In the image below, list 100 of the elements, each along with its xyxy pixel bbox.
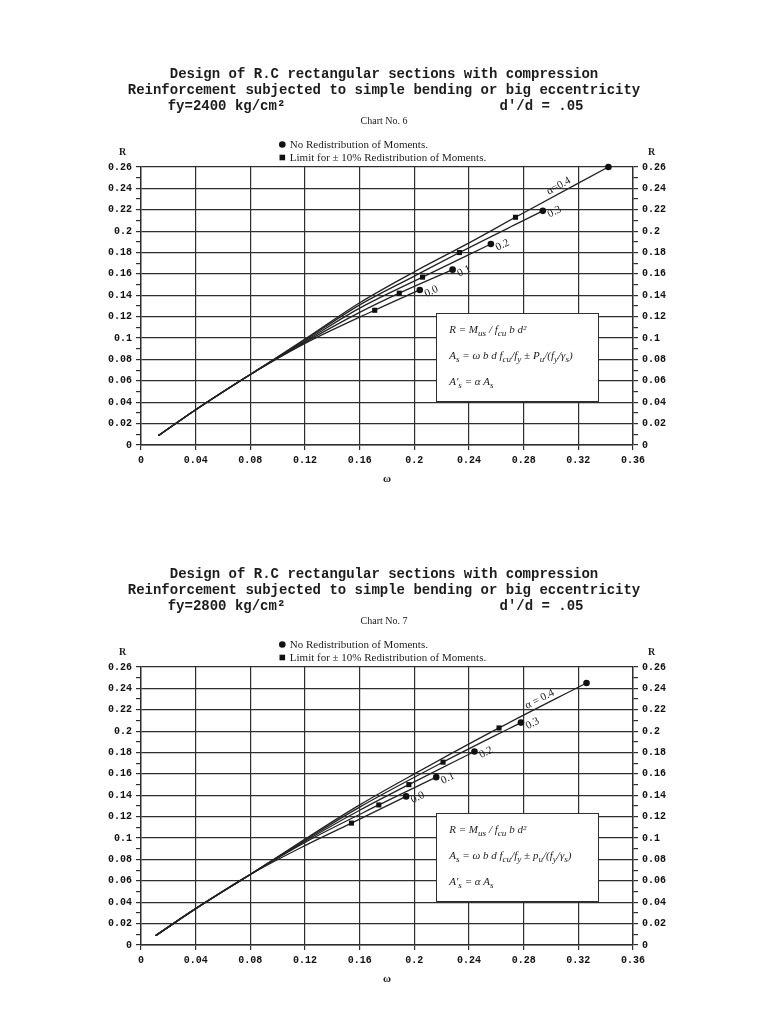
y-tick-label: 0 — [125, 439, 132, 451]
text: 0.3 — [545, 202, 564, 220]
x-tick-label: 0.36 — [620, 954, 645, 966]
legend-label: Limit for ± 10% Redistribution of Moments. — [289, 651, 487, 663]
y2-tick-label: 0.16 — [642, 768, 667, 780]
x-tick-label: 0.28 — [511, 954, 536, 966]
y2-tick-label: 0 — [642, 939, 649, 951]
x-tick-label: 0.24 — [456, 454, 482, 466]
x-tick-label: 0 — [138, 954, 145, 966]
y2-tick-label: 0.02 — [642, 918, 667, 930]
y-tick-label: 0.04 — [107, 896, 132, 908]
y2-tick-label: 0.2 — [642, 725, 661, 737]
y2-tick-label: 0.12 — [642, 811, 667, 823]
y-tick-label: 0.26 — [107, 661, 132, 673]
y2-tick-label: 0.16 — [642, 268, 667, 280]
y-tick-label: 0.12 — [107, 811, 132, 823]
y2-tick-label: 0.06 — [642, 875, 667, 887]
x-axis-title: ω — [382, 472, 392, 484]
y-tick-label: 0.24 — [107, 682, 132, 694]
y-tick-label: 0.16 — [107, 268, 132, 280]
y2-tick-label: 0.1 — [642, 332, 661, 344]
y-tick-label: 0.26 — [107, 161, 132, 173]
text: Chart No. 6 — [360, 115, 408, 126]
legend-label: Limit for ± 10% Redistribution of Moments. — [289, 151, 487, 163]
y2-tick-label: 0.12 — [642, 311, 667, 323]
y-tick-label: 0.22 — [107, 704, 132, 716]
x-axis-title: ω — [382, 972, 392, 984]
annotation: A′$_{s}$ = α A$_{s}$ — [449, 374, 495, 392]
text: 0.3 — [523, 713, 542, 732]
text: α = 0.4 — [522, 685, 557, 711]
y2-tick-label: 0.06 — [642, 375, 667, 387]
y-tick-label: 0.1 — [113, 332, 132, 344]
y-tick-label: 0.02 — [107, 918, 132, 930]
x-tick-label: 0.08 — [238, 454, 263, 466]
y-axis-title: R — [118, 146, 127, 157]
formula-box: R = M$_{us}$ / f$_{cu}$ b d² A$_{s}$ = ω b d f$_{cu}$/f$_{y}$ ± P$_{u}$/(f$_{y}$/γ$_{s}$) A′$_{s}$ = α A$_{s}$ — [436, 312, 599, 402]
y2-tick-label: 0.04 — [642, 396, 667, 408]
y2-tick-label: 0.14 — [642, 789, 667, 801]
y-tick-label: 0.18 — [107, 247, 132, 259]
y2-tick-label: 0.08 — [642, 853, 667, 865]
text: 0.0 — [408, 787, 427, 805]
text: Chart No. 7 — [360, 615, 408, 626]
y-tick-label: 0.08 — [107, 353, 132, 365]
x-tick-label: 0.04 — [183, 454, 208, 466]
y2-tick-label: 0.1 — [642, 832, 661, 844]
y-tick-label: 0.12 — [107, 311, 132, 323]
y2-tick-label: 0.2 — [642, 225, 661, 237]
y2-tick-label: 0.04 — [642, 896, 667, 908]
y2-tick-label: 0 — [642, 439, 649, 451]
y2-tick-label: 0.02 — [642, 418, 667, 430]
y-tick-label: 0.08 — [107, 853, 132, 865]
formula-box: R = M$_{us}$ / f$_{cu}$ b d² A$_{s}$ = ω b d f$_{cu}$/f$_{y}$ ± p$_{u}$/(f$_{y}$/γ$_{s}$) A′$_{s}$ = α A$_{s}$ — [436, 812, 599, 902]
y2-tick-label: 0.18 — [642, 247, 667, 259]
x-tick-label: 0.28 — [511, 454, 536, 466]
legend-label: No Redistribution of Moments. — [289, 638, 429, 650]
y2-tick-label: 0.22 — [642, 204, 667, 216]
y2-tick-label: 0.14 — [642, 289, 667, 301]
y-tick-label: 0.06 — [107, 375, 132, 387]
x-tick-label: 0.2 — [405, 954, 424, 966]
y-tick-label: 0.2 — [113, 225, 132, 237]
y2-tick-label: 0.26 — [642, 161, 667, 173]
x-tick-label: 0.24 — [456, 954, 482, 966]
text: 0.1 — [438, 768, 457, 786]
y-tick-label: 0.06 — [107, 875, 132, 887]
x-tick-label: 0.36 — [620, 454, 645, 466]
x-tick-label: 0.16 — [347, 954, 372, 966]
y-tick-label: 0.18 — [107, 747, 132, 759]
y-tick-label: 0.14 — [107, 789, 132, 801]
x-tick-label: 0.08 — [238, 954, 263, 966]
y-tick-label: 0.04 — [107, 396, 132, 408]
text: 0.2 — [476, 743, 495, 760]
y-axis-title: R — [118, 646, 127, 657]
annotation: A′$_{s}$ = α A$_{s}$ — [449, 874, 495, 892]
x-tick-label: 0 — [138, 454, 145, 466]
y2-tick-label: 0.24 — [642, 182, 667, 194]
x-tick-label: 0.12 — [292, 954, 318, 966]
x-tick-label: 0.2 — [405, 454, 424, 466]
y-tick-label: 0.2 — [113, 725, 132, 737]
y2-tick-label: 0.22 — [642, 704, 667, 716]
legend-label: No Redistribution of Moments. — [289, 138, 429, 150]
y-tick-label: 0.24 — [107, 182, 132, 194]
y2-axis-title: R — [647, 146, 656, 157]
x-tick-label: 0.04 — [183, 954, 208, 966]
y2-tick-label: 0.24 — [642, 682, 667, 694]
annotation: R = M$_{us}$ / f$_{cu}$ b d² — [449, 323, 528, 340]
y2-axis-title: R — [647, 646, 656, 657]
x-tick-label: 0.12 — [292, 454, 318, 466]
text: α=0.4 — [543, 173, 573, 197]
y-tick-label: 0.02 — [107, 418, 132, 430]
text: 0.0 — [422, 281, 441, 299]
text: 0.2 — [493, 235, 511, 253]
y2-tick-label: 0.26 — [642, 661, 667, 673]
y-tick-label: 0.22 — [107, 204, 132, 216]
text: 0.1 — [454, 261, 473, 279]
text: fy=2800 kg/cm² d′/d = .05 — [167, 598, 584, 614]
x-tick-label: 0.32 — [566, 454, 591, 466]
y2-tick-label: 0.08 — [642, 353, 667, 365]
annotation: R = M$_{us}$ / f$_{cu}$ b d² — [449, 823, 528, 840]
y-tick-label: 0 — [125, 939, 132, 951]
x-tick-label: 0.32 — [566, 954, 591, 966]
